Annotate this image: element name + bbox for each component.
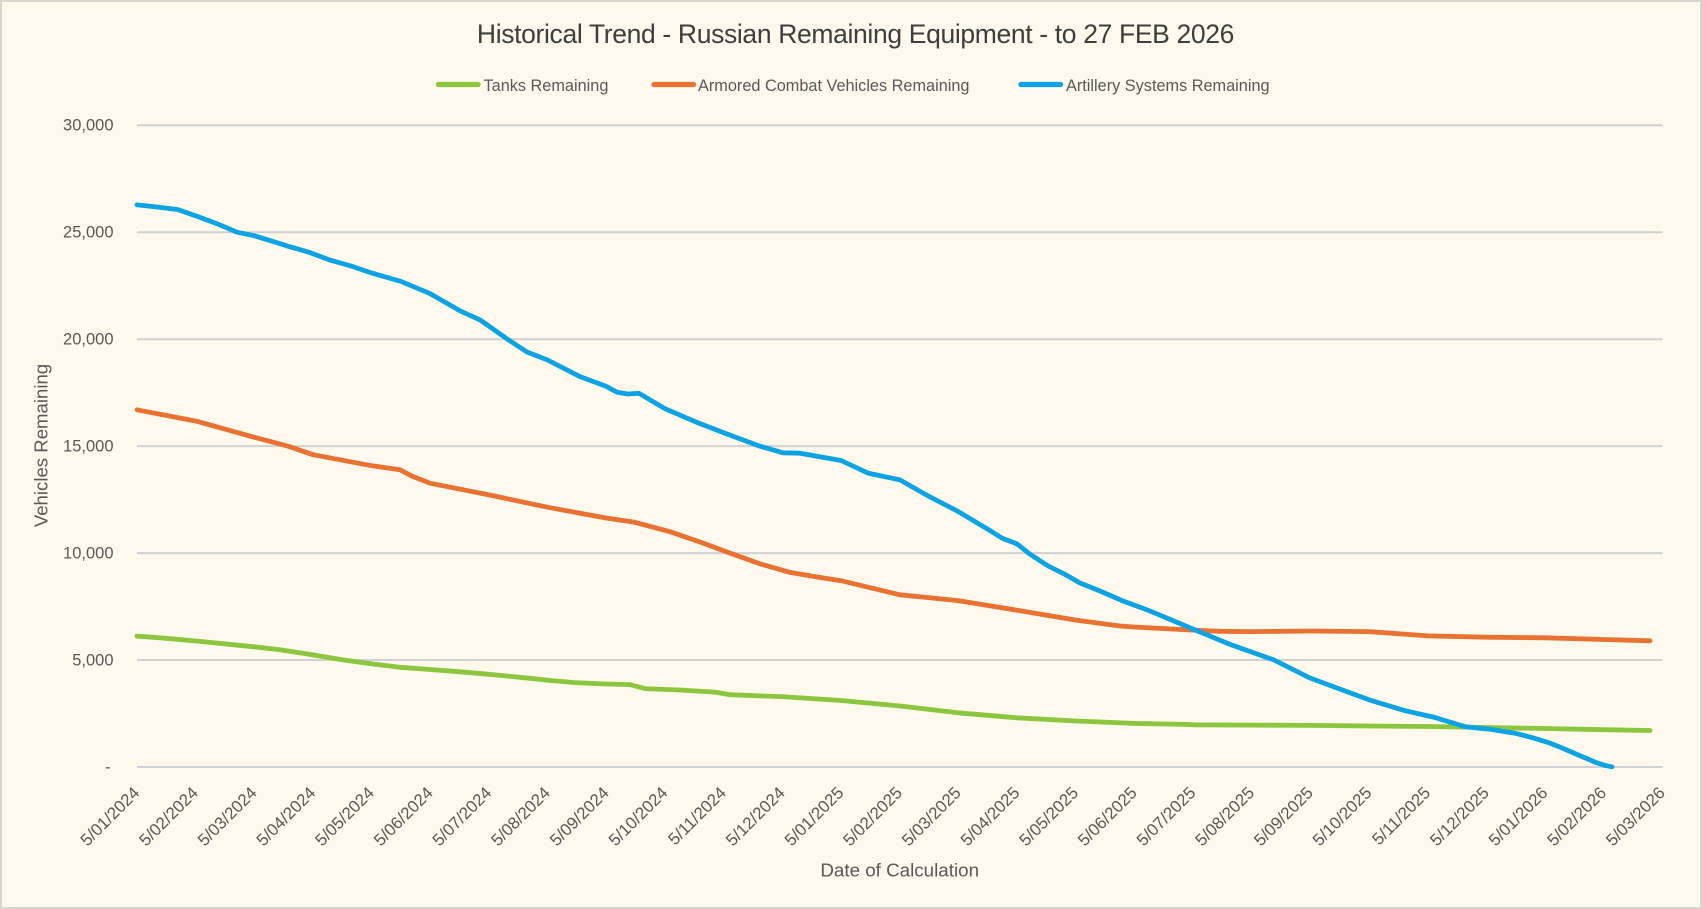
svg-text:Historical Trend - Russian Rem: Historical Trend - Russian Remaining Equ… xyxy=(477,19,1234,49)
svg-text:30,000: 30,000 xyxy=(63,117,113,135)
svg-text:Tanks Remaining: Tanks Remaining xyxy=(484,77,609,95)
svg-text:Vehicles Remaining: Vehicles Remaining xyxy=(31,364,52,527)
svg-text:Date of Calculation: Date of Calculation xyxy=(820,860,979,881)
svg-text:25,000: 25,000 xyxy=(63,224,113,242)
svg-text:Artillery Systems Remaining: Artillery Systems Remaining xyxy=(1066,77,1270,95)
svg-text:20,000: 20,000 xyxy=(63,331,113,349)
svg-text:5,000: 5,000 xyxy=(72,651,113,669)
svg-text:Armored Combat Vehicles Remain: Armored Combat Vehicles Remaining xyxy=(698,77,969,95)
svg-text:10,000: 10,000 xyxy=(63,544,113,562)
svg-text:-: - xyxy=(105,758,111,776)
svg-text:15,000: 15,000 xyxy=(63,438,113,456)
